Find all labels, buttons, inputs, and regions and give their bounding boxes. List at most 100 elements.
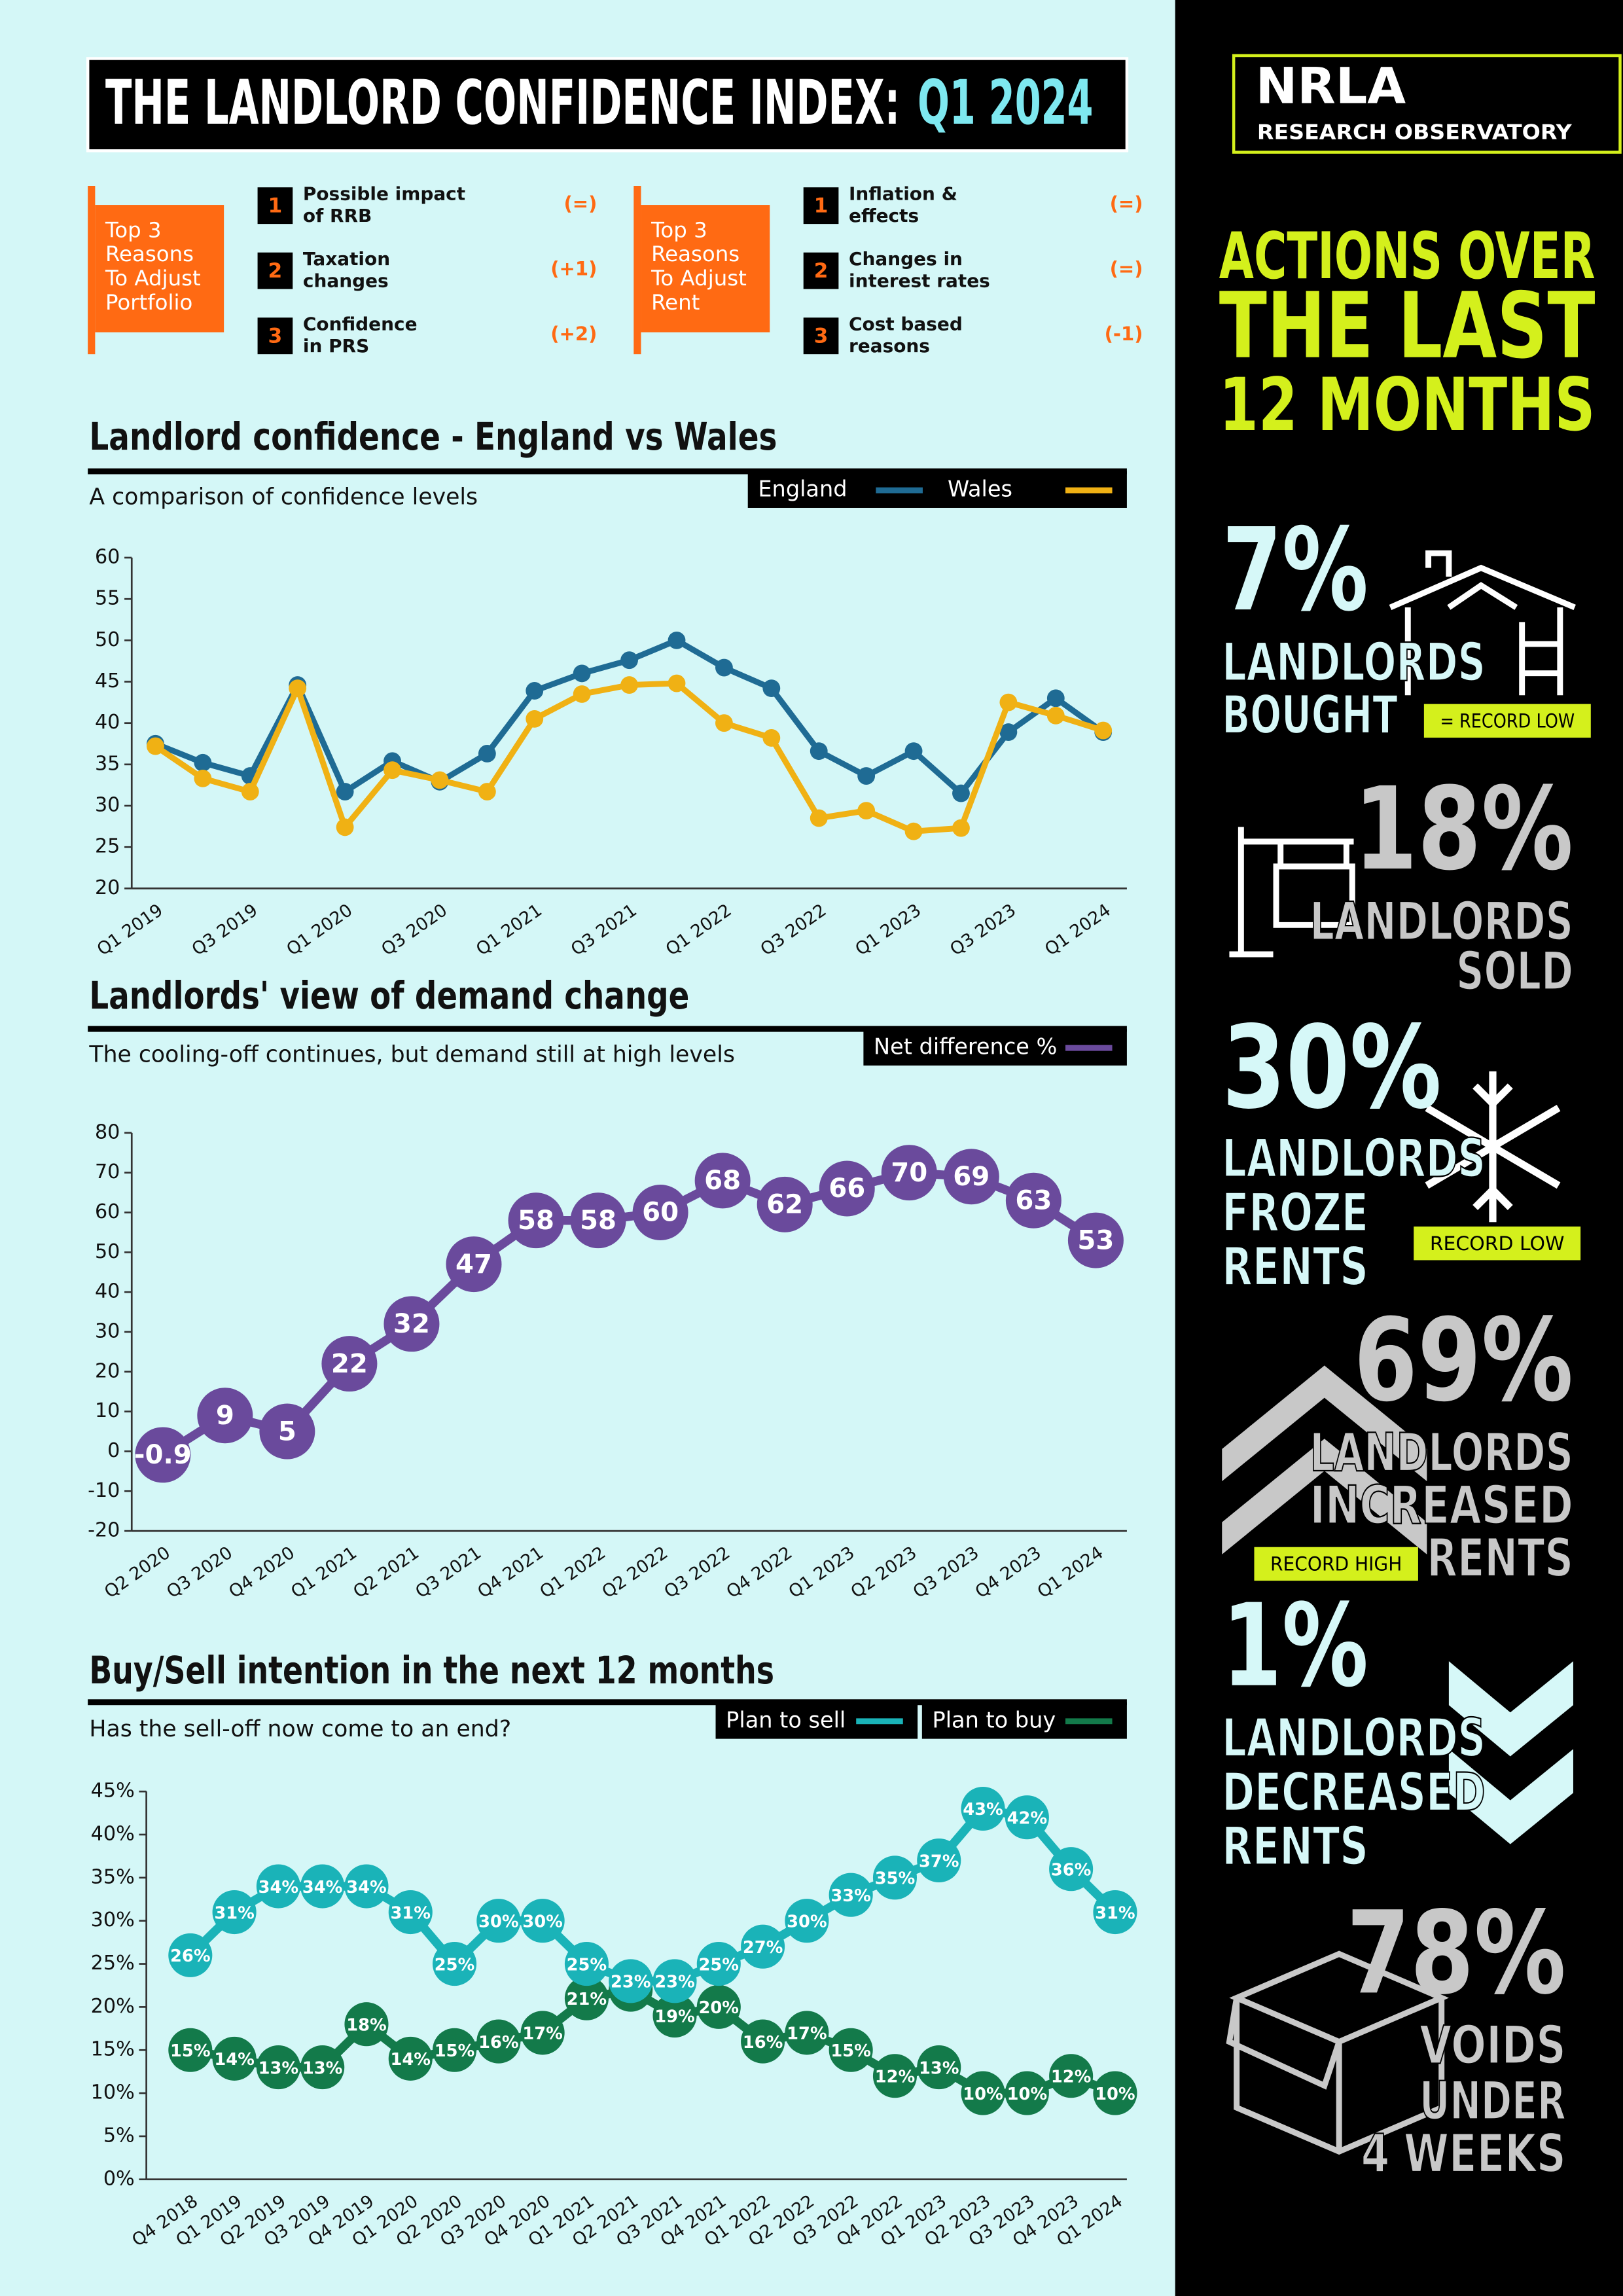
data-point <box>785 2011 829 2055</box>
data-label: 69 <box>953 1162 990 1192</box>
sidebar-heading: THE LAST <box>1219 273 1596 379</box>
y-tick-label: -10 <box>88 1479 120 1502</box>
legend-label: Wales <box>948 476 1012 502</box>
data-point <box>872 1856 918 1900</box>
data-point <box>526 682 544 700</box>
reason-text: Possible impact <box>303 183 465 204</box>
legend-label: Net difference % <box>874 1034 1057 1060</box>
stat-badge <box>1423 704 1591 738</box>
data-label: 5 <box>278 1416 296 1446</box>
data-point <box>810 809 828 827</box>
chart-title: Landlord confidence - England vs Wales <box>89 414 777 459</box>
data-point <box>741 2019 785 2064</box>
data-point <box>694 1153 751 1209</box>
stat-figure: 18% <box>1354 763 1573 896</box>
rank: 3 <box>268 324 283 348</box>
sale-sign-icon <box>1229 827 1355 958</box>
data-point <box>573 664 591 683</box>
chart-subtitle: A comparison of confidence levels <box>89 484 478 510</box>
y-tick-label: 20% <box>91 1995 135 2018</box>
data-label: 18% <box>346 2015 387 2035</box>
data-label: 32 <box>393 1309 430 1339</box>
data-label: 25% <box>567 1955 607 1975</box>
data-label: 70 <box>891 1158 927 1188</box>
data-point <box>241 783 259 800</box>
panel-heading: Rent <box>651 290 700 315</box>
data-label: 10% <box>1095 2085 1135 2104</box>
data-point <box>388 2036 433 2081</box>
data-label: 53 <box>1077 1225 1114 1255</box>
data-label: 36% <box>1051 1860 1092 1880</box>
reason-change: (-1) <box>1105 323 1143 345</box>
chart-title: Landlords' view of demand change <box>89 973 689 1018</box>
y-tick-label: 30 <box>95 794 120 817</box>
y-tick-label: 45% <box>91 1780 135 1803</box>
y-tick-label: 50 <box>95 1240 120 1263</box>
panel-heading: To Adjust <box>105 266 201 291</box>
data-label: 34% <box>346 1878 387 1897</box>
sidebar-panel <box>1175 0 1623 2296</box>
data-point <box>696 1942 741 1986</box>
data-label: 58 <box>518 1206 554 1236</box>
data-label: 34% <box>302 1878 343 1897</box>
stat-line: DECREASED <box>1222 1761 1486 1823</box>
data-point <box>857 802 876 820</box>
data-point <box>344 2002 389 2047</box>
legend-label: Plan to buy <box>932 1707 1056 1732</box>
data-point <box>1046 706 1065 725</box>
panel-heading: Top 3 <box>105 217 162 242</box>
stat-line: RENTS <box>1427 1527 1573 1588</box>
title: THE LANDLORD CONFIDENCE INDEX: <box>105 67 900 139</box>
data-point <box>194 769 212 787</box>
data-label: 17% <box>787 2024 827 2044</box>
stat-figure: 1% <box>1222 1580 1368 1713</box>
data-label: 10% <box>963 2085 1003 2104</box>
reason-text: Changes in <box>849 248 963 270</box>
data-point <box>1046 689 1065 708</box>
y-tick-label: 30 <box>95 1319 120 1342</box>
data-point <box>570 1193 626 1249</box>
data-label: 34% <box>259 1878 299 1897</box>
snowflake-icon <box>1425 1071 1561 1223</box>
data-point <box>300 1864 345 1909</box>
panel-heading: Portfolio <box>105 290 192 315</box>
data-point <box>168 2028 213 2072</box>
y-tick-label: 10% <box>91 2081 135 2104</box>
data-point <box>829 1873 873 1917</box>
y-tick-label: 25 <box>95 835 120 858</box>
legend-label: England <box>758 476 847 502</box>
data-point <box>431 771 449 789</box>
title-rule <box>88 1699 1127 1706</box>
stat-line: LANDLORDS <box>1310 1422 1573 1483</box>
title-period: Q1 2024 <box>918 67 1093 139</box>
data-point <box>881 1145 937 1201</box>
stat-line: FROZE <box>1222 1181 1368 1243</box>
data-point <box>526 709 544 728</box>
house-icon <box>1389 550 1576 696</box>
data-point <box>696 1984 741 2029</box>
data-label: 66 <box>829 1174 865 1204</box>
data-point <box>961 1786 1005 1831</box>
data-label: 31% <box>214 1903 255 1923</box>
reason-text: Cost based <box>849 313 963 334</box>
chart-subtitle: Has the sell-off now come to an end? <box>89 1716 511 1742</box>
data-point <box>715 714 733 732</box>
data-point <box>952 819 970 837</box>
data-label: 10% <box>1007 2085 1048 2104</box>
data-point <box>1094 721 1113 740</box>
stat-line: RENTS <box>1222 1236 1368 1297</box>
data-point <box>564 1942 609 1986</box>
data-point <box>478 783 496 800</box>
data-label: 19% <box>654 2007 695 2026</box>
y-tick-label: 55 <box>95 587 120 610</box>
data-point <box>433 1942 477 1986</box>
data-point <box>999 693 1018 711</box>
stat-badge-label: RECORD LOW <box>1430 1232 1565 1255</box>
data-point <box>168 1933 213 1977</box>
reason-text: interest rates <box>849 270 990 291</box>
stat-badge-label: RECORD HIGH <box>1270 1553 1402 1575</box>
data-label: 13% <box>259 2058 299 2078</box>
data-point <box>336 783 354 800</box>
data-label: 15% <box>435 2041 475 2061</box>
